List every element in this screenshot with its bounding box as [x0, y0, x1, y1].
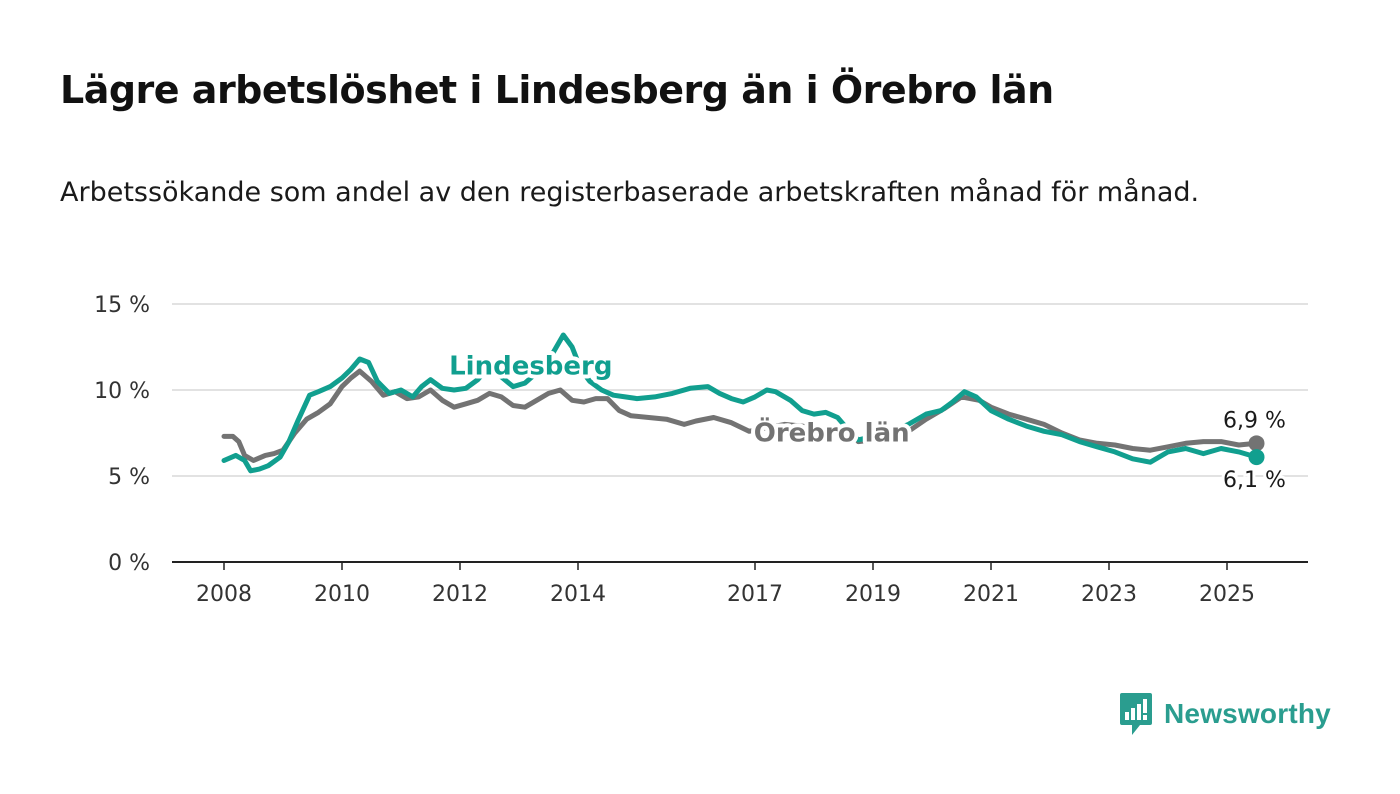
- x-tick-label: 2008: [196, 582, 252, 607]
- brand-name: Newsworthy: [1164, 698, 1331, 729]
- series-end-label: 6,1 %: [1223, 468, 1286, 493]
- y-tick-label: 15 %: [94, 293, 150, 318]
- x-axis: 2008 2010 2012 2014 2017 2019 2021 2023 2025: [196, 562, 1255, 607]
- y-axis-tick-labels: 0 % 5 % 10 % 15 %: [94, 293, 150, 576]
- series-labels: Örebro län 6,9 % Lindesberg 6,1 %: [445, 348, 1289, 497]
- x-tick-label: 2014: [550, 582, 606, 607]
- x-tick-label: 2017: [727, 582, 783, 607]
- x-tick-label: 2023: [1081, 582, 1137, 607]
- newsworthy-logo-icon: [1120, 693, 1152, 735]
- series-end-point: [1248, 435, 1265, 452]
- newsworthy-brand[interactable]: Newsworthy: [1118, 690, 1331, 738]
- series-lines: [221, 332, 1259, 474]
- x-tick-label: 2012: [432, 582, 488, 607]
- series-line-örebro-län: [221, 368, 1259, 463]
- x-tick-label: 2019: [845, 582, 901, 607]
- series-end-point: [1248, 449, 1265, 466]
- x-tick-label: 2021: [963, 582, 1019, 607]
- x-tick-label: 2010: [314, 582, 370, 607]
- series-label: Lindesberg: [449, 352, 612, 382]
- y-tick-label: 0 %: [108, 551, 150, 576]
- chart-subtitle: Arbetssökande som andel av den registerb…: [60, 177, 1200, 208]
- y-tick-label: 10 %: [94, 379, 150, 404]
- gridlines: [172, 303, 1308, 563]
- series-end-label: 6,9 %: [1223, 408, 1286, 433]
- y-tick-label: 5 %: [108, 465, 150, 490]
- series-line-lindesberg: [221, 332, 1259, 474]
- chart-title: Lägre arbetslöshet i Lindesberg än i Öre…: [60, 68, 1054, 112]
- series-label: Örebro län: [754, 416, 910, 449]
- x-tick-label: 2025: [1199, 582, 1255, 607]
